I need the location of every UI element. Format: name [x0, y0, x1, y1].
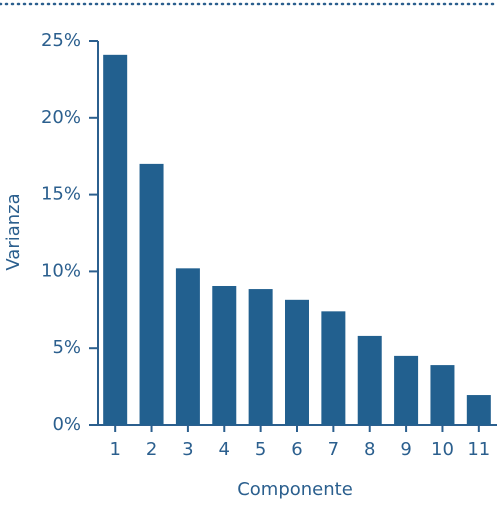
x-tick-label: 2: [146, 439, 157, 460]
bar: [466, 395, 491, 425]
x-tick-label: 11: [467, 439, 490, 460]
x-tick-label: 9: [400, 439, 411, 460]
x-axis-label: Componente: [237, 479, 353, 500]
x-tick-label: 4: [219, 439, 230, 460]
y-axis-label: Varianza: [3, 193, 24, 270]
bar: [248, 289, 273, 425]
y-tick-label: 25%: [41, 30, 81, 51]
x-tick-label: 7: [328, 439, 339, 460]
y-tick-label: 10%: [41, 260, 81, 281]
bar: [139, 163, 164, 425]
bar: [394, 355, 419, 425]
x-tick-label: 10: [431, 439, 454, 460]
x-tick-label: 5: [255, 439, 266, 460]
y-tick-label: 20%: [41, 107, 81, 128]
x-tick-label: 6: [291, 439, 302, 460]
x-tick-label: 8: [364, 439, 375, 460]
bar: [175, 268, 200, 425]
bar: [357, 335, 382, 425]
y-tick-label: 0%: [52, 414, 81, 435]
bar: [103, 54, 128, 425]
bar: [212, 285, 237, 425]
x-tick-label: 1: [109, 439, 120, 460]
bar: [285, 299, 309, 425]
bar: [430, 365, 455, 425]
y-tick-label: 15%: [41, 184, 81, 205]
x-tick-label: 3: [182, 439, 193, 460]
bar: [321, 311, 346, 425]
y-tick-label: 5%: [52, 337, 81, 358]
